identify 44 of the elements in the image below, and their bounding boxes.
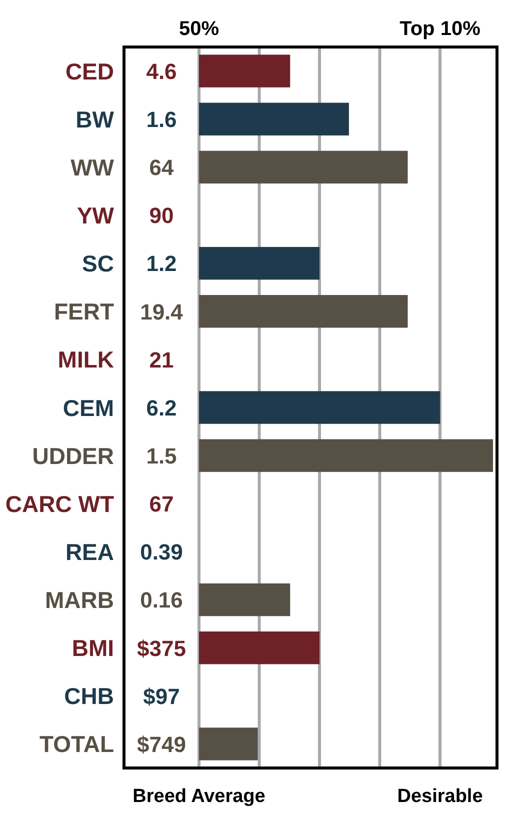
text: 0.16: [140, 588, 183, 613]
y-tick-label: MILK: [58, 346, 114, 373]
text: 67: [149, 492, 174, 517]
y-tick-label: BMI: [72, 635, 114, 662]
y-tick-label: BW: [76, 106, 114, 132]
text: Top 10%: [400, 18, 481, 40]
bar: [199, 246, 320, 280]
text: 1.2: [146, 251, 177, 276]
text: 4.6: [146, 58, 177, 84]
bar: [199, 728, 258, 760]
y-tick-label: CEM: [62, 394, 114, 421]
y-tick-label: WW: [70, 154, 114, 180]
bar: [199, 439, 493, 472]
y-tick-label: CHB: [64, 683, 114, 710]
bar: [199, 150, 408, 184]
text: 1.6: [146, 107, 177, 132]
y-tick-label: REA: [65, 538, 114, 565]
y-tick-label: UDDER: [32, 442, 114, 469]
y-tick-label: CARC WT: [5, 490, 114, 517]
y-tick-label: CED: [65, 58, 114, 84]
y-tick-label: MARB: [45, 587, 114, 614]
text: $749: [137, 732, 186, 757]
text: Breed Average: [132, 786, 266, 807]
bar: [199, 583, 290, 616]
text: 19.4: [140, 299, 184, 324]
text: 50%: [178, 18, 220, 40]
y-tick-label: YW: [76, 202, 114, 229]
y-tick-label: SC: [82, 250, 114, 277]
text: $375: [137, 636, 186, 661]
bar: [199, 54, 290, 88]
text: $97: [143, 684, 180, 709]
text: 0.39: [140, 540, 183, 565]
text: 64: [149, 155, 174, 180]
y-tick-label: TOTAL: [39, 731, 114, 758]
text: 21: [149, 347, 174, 372]
bar: [199, 295, 408, 328]
bar: [199, 391, 440, 424]
bar: [199, 102, 349, 136]
text: Desirable: [397, 786, 483, 807]
text: 90: [149, 203, 174, 228]
text: 1.5: [146, 443, 177, 468]
y-tick-label: FERT: [54, 298, 114, 325]
bar: [199, 631, 320, 664]
text: 6.2: [146, 395, 177, 420]
